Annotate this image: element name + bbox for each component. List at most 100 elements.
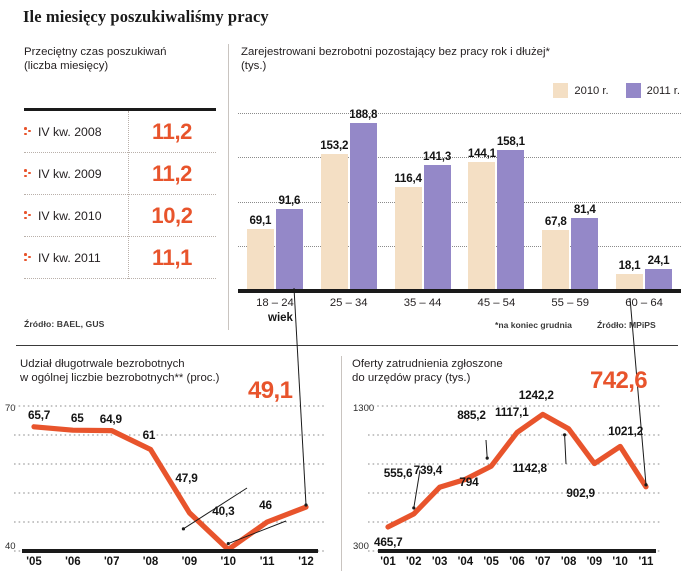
line-x-label: '03	[431, 556, 448, 568]
bar-2011: 158,1	[497, 135, 525, 290]
bar-gridlines	[238, 113, 681, 290]
line-x-label: '08	[142, 556, 159, 568]
legend-label-2011: 2011 r.	[646, 84, 680, 97]
bar-2011: 141,3	[423, 150, 451, 290]
bar-footnote: *na koniec grudnia	[495, 320, 572, 330]
line-x-label: '10	[612, 556, 628, 568]
line-x-label: '07	[103, 556, 120, 568]
line-x-label: '11	[638, 556, 654, 568]
bar-legend: 2010 r. 2011 r.	[553, 83, 680, 98]
bar-value-label: 141,3	[423, 149, 452, 163]
table-row-label: IV kw. 2008	[38, 124, 102, 139]
bar-groups: 69,1 91,6 153,2 188,8 116,4 141,3 144,1 158,1 67…	[238, 108, 681, 290]
line-left-ytop: 70	[5, 403, 16, 414]
bar-2011: 188,8	[349, 108, 377, 290]
data-point-label: 46	[259, 498, 272, 512]
data-point-label: 64,9	[99, 411, 122, 426]
bar-baseline	[238, 289, 681, 293]
table-row-label: IV kw. 2011	[38, 250, 101, 265]
horizontal-divider	[16, 345, 678, 346]
table-column-divider	[128, 111, 129, 279]
bar-group: 69,1 91,6	[238, 113, 312, 290]
data-point-label: 555,6	[383, 465, 413, 480]
table-top-rule	[24, 108, 216, 111]
table-source: Źródło: BAEL, GUS	[24, 319, 105, 329]
bar-2010: 69,1	[246, 214, 274, 290]
annotation-leader	[293, 287, 307, 506]
bar-value-label: 144,1	[467, 147, 496, 161]
data-point-label: 902,9	[566, 485, 595, 500]
page-title: Ile miesięcy poszukiwaliśmy pracy	[23, 7, 269, 26]
annotation-arrowhead	[485, 456, 489, 460]
line-right-baseline	[378, 549, 656, 553]
data-point-label: 40,3	[212, 503, 235, 518]
data-point-label: 47,9	[175, 470, 198, 485]
annotation-leader	[183, 487, 248, 530]
line-x-label: '09	[586, 556, 603, 568]
bar-x-label: 45 – 54	[477, 297, 516, 309]
annotation-arrowhead	[412, 506, 416, 510]
bar-value-label: 188,8	[349, 107, 378, 121]
bar-value-label: 24,1	[647, 253, 670, 267]
bar-x-axis-labels: 18 – 24 25 – 34 35 – 44 45 – 54 55 – 59 60 – …	[238, 297, 681, 309]
line-x-label: '11	[259, 556, 275, 568]
line-x-label: '04	[457, 556, 474, 568]
bar-2011: 81,4	[571, 203, 599, 290]
data-line	[31, 424, 309, 553]
data-point-label: 61	[142, 427, 156, 442]
table-row: IV kw. 2008 11,2	[24, 111, 216, 153]
line-x-label: '07	[535, 556, 551, 568]
bar-value-label: 81,4	[573, 202, 596, 216]
bar-value-label: 153,2	[320, 139, 349, 153]
line-right-ybot: 300	[353, 541, 369, 552]
table-row: IV kw. 2009 11,2	[24, 153, 216, 195]
line-x-label: '06	[509, 556, 525, 568]
data-line	[385, 411, 649, 530]
line-left-heading-line2: w ogólnej liczbie bezrobotnych** (proc.)	[20, 371, 220, 384]
table-row-value: 11,2	[151, 160, 192, 186]
line-x-label: '01	[380, 556, 396, 568]
bar-x-label: 35 – 44	[403, 297, 442, 309]
table-heading-line2: (liczba miesięcy)	[24, 59, 109, 72]
annotation-arrowhead	[304, 503, 308, 507]
bar-x-label: 18 – 24	[256, 297, 294, 309]
legend-item-2011: 2011 r.	[625, 83, 680, 98]
bar-2010: 67,8	[542, 215, 570, 290]
line-x-label: '10	[220, 556, 237, 568]
data-point-label: 1117,1	[495, 404, 529, 419]
bar-group: 116,4 141,3	[386, 113, 460, 290]
line-left-ybot: 40	[5, 541, 16, 552]
data-point-label: 1242,2	[518, 388, 554, 403]
highlight-value-label: 49,1	[248, 377, 293, 405]
table-row-value: 10,2	[151, 202, 193, 228]
bar-x-label: 60 – 64	[625, 297, 663, 309]
table-row: IV kw. 2010 10,2	[24, 195, 216, 237]
legend-item-2010: 2010 r.	[553, 83, 609, 98]
data-point-label: 739,4	[413, 463, 443, 478]
bar-2010: 116,4	[394, 172, 422, 290]
bar-group: 67,8 81,4	[533, 113, 607, 290]
bullet-icon	[24, 252, 33, 263]
annotation-leader	[629, 297, 647, 485]
annotation-leader	[413, 469, 421, 509]
line-x-label: '08	[560, 556, 577, 568]
line-x-label: '02	[406, 556, 422, 568]
bar-value-label: 18,1	[618, 258, 641, 272]
line-left-heading: Udział długotrwale bezrobotnych w ogólne…	[20, 358, 330, 385]
line-left-x-axis-labels: '05 '06 '07 '08 '09 '10 '11 '12	[22, 556, 318, 572]
table-panel-heading: Przeciętny czas poszukiwań (liczba miesi…	[24, 46, 224, 73]
bullet-icon	[24, 210, 33, 221]
annotation-leader	[485, 439, 488, 459]
bullet-icon	[24, 168, 33, 179]
annotation-arrowhead	[563, 433, 567, 437]
vertical-divider-top	[228, 44, 229, 330]
line-x-label: '09	[181, 556, 198, 568]
annotation-leader	[228, 520, 287, 545]
bar-value-label: 91,6	[278, 193, 301, 207]
legend-swatch-2010	[553, 83, 569, 98]
line-x-label: '06	[65, 556, 81, 568]
data-point-label: 65,7	[28, 407, 51, 422]
data-point-label: 1142,8	[512, 460, 547, 475]
bar-x-label: 55 – 59	[551, 297, 590, 309]
bar-group: 18,1 24,1	[607, 113, 681, 290]
